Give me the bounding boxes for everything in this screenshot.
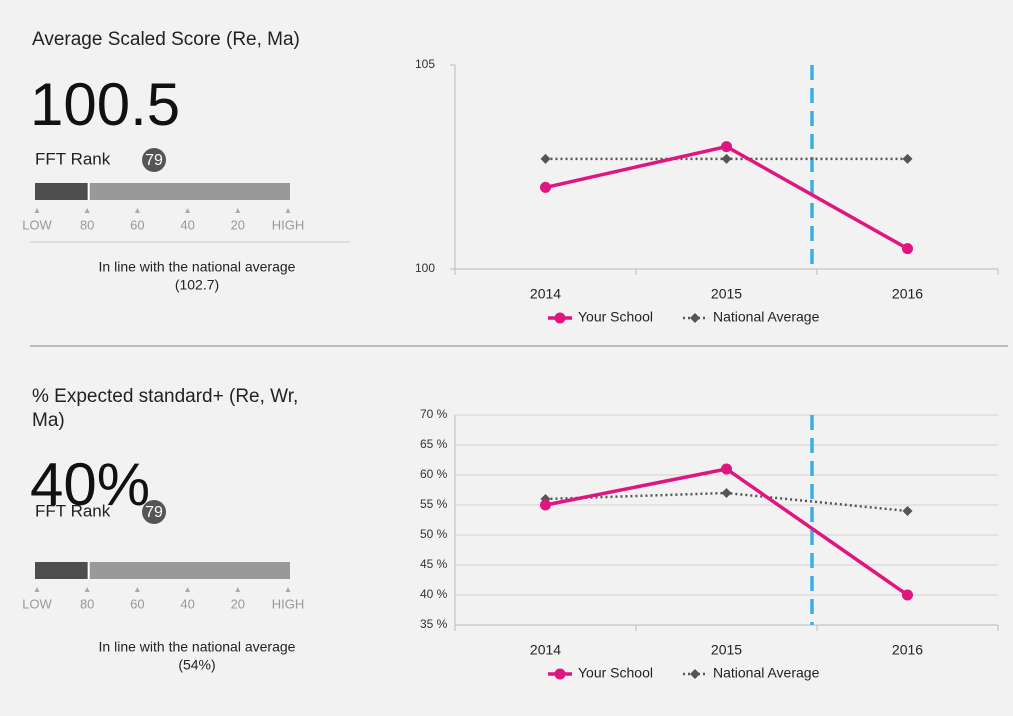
big-value: 40% xyxy=(30,451,151,518)
rank-bar-bg xyxy=(35,562,290,579)
point xyxy=(902,506,913,516)
scale-tick xyxy=(34,587,40,592)
scale-tick xyxy=(84,587,90,592)
legend-marker xyxy=(554,312,566,324)
scale-label: 60 xyxy=(130,217,144,232)
x-tick-label: 2015 xyxy=(711,286,742,302)
legend-marker xyxy=(554,668,566,680)
point xyxy=(540,181,551,193)
scale-label: 20 xyxy=(231,217,245,232)
scale-tick xyxy=(34,208,40,213)
scale-tick xyxy=(285,587,291,592)
scale-tick xyxy=(84,208,90,213)
rank-badge xyxy=(142,500,166,524)
point xyxy=(721,153,732,164)
scale-tick xyxy=(285,208,291,213)
rank-badge xyxy=(142,148,166,172)
point xyxy=(540,153,551,164)
point xyxy=(721,463,732,475)
note-value: (102.7) xyxy=(175,277,219,293)
scale-label: HIGH xyxy=(272,596,305,611)
panel-title: Average Scaled Score (Re, Ma) xyxy=(32,29,300,50)
y-tick-label: 60 % xyxy=(420,467,448,481)
scale-tick xyxy=(235,208,241,213)
x-tick-label: 2016 xyxy=(892,286,923,302)
panel-title: % Expected standard+ (Re, Wr, Ma) xyxy=(32,386,299,431)
scale-tick xyxy=(134,587,140,592)
legend-label: Your School xyxy=(578,309,653,325)
y-tick-label: 40 % xyxy=(420,587,448,601)
rank-value: 79 xyxy=(145,504,163,521)
rank-value: 79 xyxy=(145,152,163,169)
x-tick-label: 2014 xyxy=(530,642,561,658)
scale-tick xyxy=(185,587,191,592)
y-tick-label: 70 % xyxy=(420,407,448,421)
x-tick-label: 2016 xyxy=(892,642,923,658)
legend-label: National Average xyxy=(713,309,820,325)
point xyxy=(540,499,551,511)
y-tick-label: 105 xyxy=(415,57,435,71)
rank-bar xyxy=(35,183,88,200)
y-tick-label: 45 % xyxy=(420,557,448,571)
rank-label: FFT Rank xyxy=(35,501,111,520)
point xyxy=(902,153,913,164)
scale-label: 60 xyxy=(130,596,144,611)
scale-label: 40 xyxy=(180,217,194,232)
note: In line with the national average xyxy=(99,639,296,655)
y-tick-label: 65 % xyxy=(420,437,448,451)
point xyxy=(721,141,732,153)
legend-label: National Average xyxy=(713,665,820,681)
y-tick-label: 55 % xyxy=(420,497,448,511)
note-value: (54%) xyxy=(178,657,215,673)
scale-label: HIGH xyxy=(272,217,305,232)
y-tick-label: 50 % xyxy=(420,527,448,541)
y-tick-label: 100 xyxy=(415,261,435,275)
big-value: 100.5 xyxy=(30,71,181,138)
x-tick-label: 2014 xyxy=(530,286,561,302)
scale-tick xyxy=(134,208,140,213)
scale-tick xyxy=(185,208,191,213)
rank-bar-bg xyxy=(35,183,290,200)
scale-label: LOW xyxy=(22,596,52,611)
scale-label: 80 xyxy=(80,596,94,611)
scale-label: 80 xyxy=(80,217,94,232)
scale-label: 20 xyxy=(231,596,245,611)
point xyxy=(902,589,913,601)
scale-label: 40 xyxy=(180,596,194,611)
legend-marker xyxy=(689,669,700,679)
x-tick-label: 2015 xyxy=(711,642,742,658)
point xyxy=(721,488,732,498)
note: In line with the national average xyxy=(99,259,296,275)
legend-label: Your School xyxy=(578,665,653,681)
scale-label: LOW xyxy=(22,217,52,232)
rank-bar xyxy=(35,562,88,579)
legend-marker xyxy=(689,313,700,323)
scale-tick xyxy=(235,587,241,592)
point xyxy=(902,243,913,255)
y-tick-label: 35 % xyxy=(420,617,448,631)
series-line xyxy=(545,467,909,597)
rank-label: FFT Rank xyxy=(35,149,111,168)
